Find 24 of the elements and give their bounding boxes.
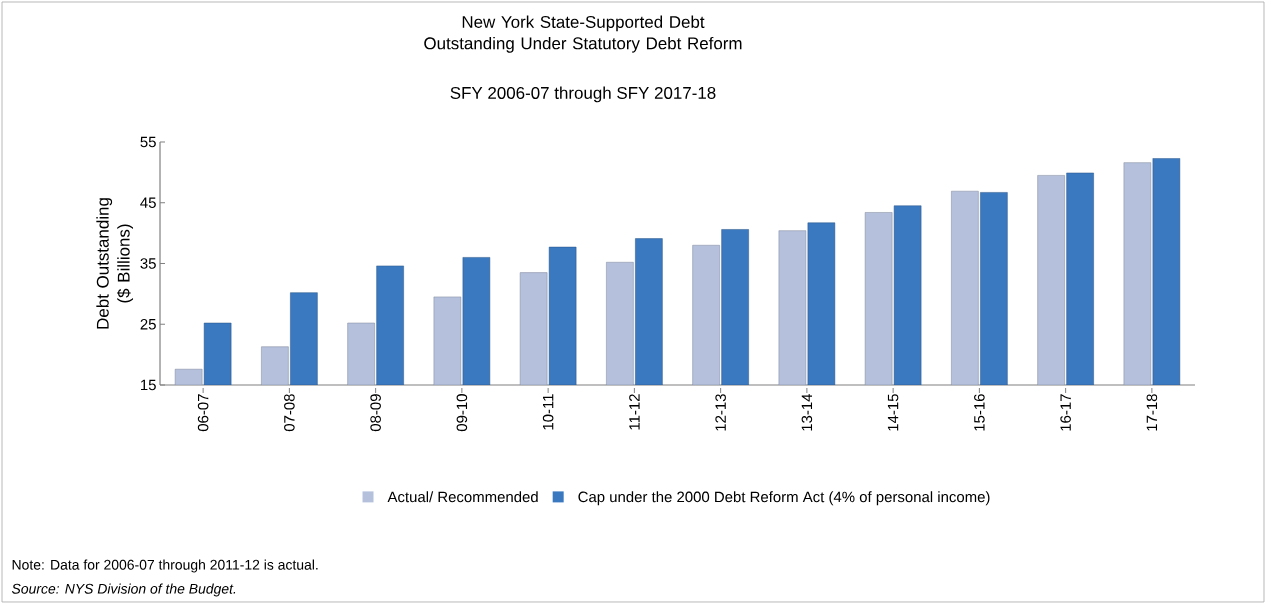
y-tick-label: 15 (141, 379, 156, 391)
y-axis-title: Debt Outstanding ($ Billions) (96, 198, 134, 329)
x-tick-label: 15-16 (974, 394, 985, 431)
x-tick-label: 07-08 (284, 394, 295, 432)
chart-title: New York State-Supported Debt Outstanding Under Statutory Debt Reform (424, 15, 742, 53)
y-tick-label: 35 (140, 258, 156, 269)
x-tick-label: 09-10 (456, 394, 468, 432)
x-tick-label: 10-11 (542, 394, 554, 430)
x-tick-label: 11-12 (629, 394, 640, 430)
chart-subtitle: SFY 2006-07 through SFY 2017-18 (450, 86, 716, 103)
x-tick-label: 17-18 (1146, 394, 1158, 431)
legend-label: Actual/ Recommended (387, 491, 538, 503)
legend-label: Cap under the 2000 Debt Reform Act (4% of personal income) (578, 491, 990, 506)
x-tick-label: 06-07 (197, 394, 209, 432)
y-tick-label: 25 (140, 318, 156, 330)
y-tick-label: 55 (140, 136, 156, 148)
x-tick-label: 08-09 (370, 394, 381, 432)
x-tick-label: 16-17 (1060, 394, 1071, 431)
x-tick-label: 14-15 (887, 394, 899, 431)
source-note: Source: NYS Division of the Budget. (11, 583, 236, 597)
text: Note: Data for 2006-07 through 2011-12 is actual. (12, 559, 318, 573)
y-tick-label: 45 (140, 197, 156, 208)
x-tick-label: 13-14 (801, 393, 813, 431)
x-tick-label: 12-13 (715, 394, 726, 431)
